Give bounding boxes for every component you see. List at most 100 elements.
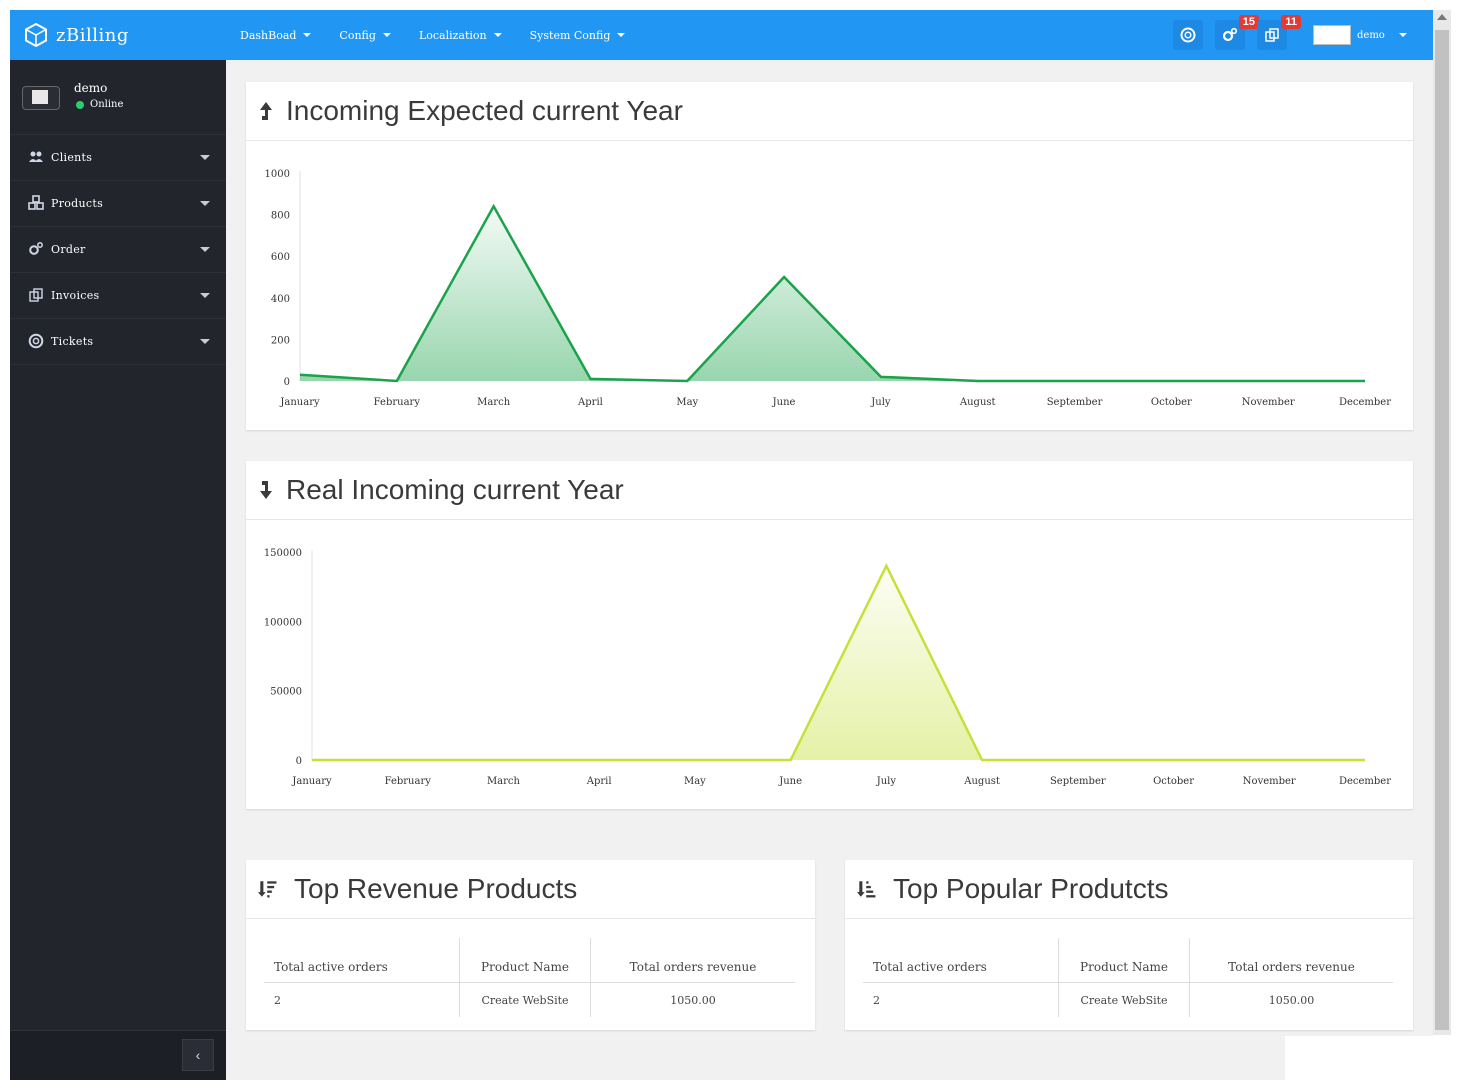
sidebar-item-order[interactable]: Order: [10, 227, 226, 273]
nav-dashboard-label: DashBoad: [240, 28, 297, 42]
table-header-row: Total active orders Product Name Total o…: [863, 938, 1393, 983]
y-tick-label: 400: [271, 294, 290, 305]
arrow-down-icon: [258, 477, 278, 503]
page-scrollbar[interactable]: [1433, 10, 1451, 1035]
revenue-table: Total active orders Product Name Total o…: [264, 938, 795, 1017]
x-tick-label: October: [1153, 776, 1194, 787]
data-point: [884, 564, 888, 568]
life-ring-icon: [1180, 27, 1196, 43]
nav-config[interactable]: Config: [339, 29, 391, 42]
sidebar-item-label: Order: [51, 243, 86, 256]
sidebar-item-invoices[interactable]: Invoices: [10, 273, 226, 319]
y-tick-label: 1000: [265, 169, 290, 180]
y-tick-label: 0: [296, 756, 302, 767]
data-point: [1172, 758, 1176, 762]
data-point: [1267, 758, 1271, 762]
popular-table: Total active orders Product Name Total o…: [863, 938, 1393, 1017]
data-point: [395, 379, 399, 383]
scroll-up-icon[interactable]: [1437, 14, 1447, 20]
nav-localization-label: Localization: [418, 28, 487, 42]
x-tick-label: August: [959, 397, 996, 408]
x-tick-label: April: [577, 397, 603, 408]
x-tick-label: January: [279, 397, 320, 408]
life-ring-icon: [28, 333, 44, 349]
data-point: [310, 758, 314, 762]
data-point: [1169, 379, 1173, 383]
x-tick-label: February: [374, 397, 421, 408]
x-tick-label: July: [876, 776, 897, 787]
sidebar: demo Online Clients Products: [10, 60, 226, 1080]
panel-header: Real Incoming current Year: [246, 461, 1413, 520]
chevron-down-icon: [200, 155, 210, 160]
data-point: [492, 204, 496, 208]
table-cell: Create WebSite: [1058, 982, 1190, 1017]
profile-name: demo: [74, 81, 108, 95]
brand[interactable]: zBilling: [24, 20, 129, 50]
series-line: [299, 203, 1365, 383]
sidebar-item-products[interactable]: Products: [10, 181, 226, 227]
column-header[interactable]: Total orders revenue: [590, 938, 795, 983]
sidebar-collapse-button[interactable]: ‹: [182, 1039, 214, 1071]
column-header[interactable]: Product Name: [1058, 938, 1190, 983]
data-point: [879, 375, 883, 379]
copy-button[interactable]: 11: [1257, 15, 1301, 50]
column-header[interactable]: Total active orders: [264, 938, 460, 983]
user-name: demo: [1357, 29, 1385, 41]
x-tick-label: October: [1151, 397, 1192, 408]
users-icon: [29, 151, 43, 162]
x-tick-label: March: [487, 776, 521, 787]
nav-localization[interactable]: Localization: [419, 29, 502, 42]
table-cell: Create WebSite: [459, 982, 591, 1017]
profile-status: Online: [76, 99, 123, 110]
column-header[interactable]: Total active orders: [863, 938, 1059, 983]
user-menu[interactable]: demo: [1313, 22, 1407, 48]
watermark-area: [1285, 1036, 1453, 1086]
cube-icon: [25, 22, 47, 48]
nav-system-config[interactable]: System Config: [530, 29, 626, 42]
sidebar-item-clients[interactable]: Clients: [10, 135, 226, 181]
panel-title: Real Incoming current Year: [286, 474, 624, 505]
data-point: [980, 758, 984, 762]
support-button[interactable]: [1173, 20, 1203, 50]
x-tick-label: September: [1050, 776, 1106, 787]
copy-icon: [29, 288, 43, 302]
chevron-down-icon: [303, 33, 312, 37]
x-tick-label: April: [586, 776, 612, 787]
data-point: [1076, 758, 1080, 762]
avatar: [22, 86, 60, 110]
column-header[interactable]: Product Name: [459, 938, 591, 983]
scrollbar-thumb[interactable]: [1435, 30, 1449, 1030]
settings-button[interactable]: 15: [1215, 15, 1259, 50]
nav-dashboard[interactable]: DashBoad: [240, 28, 312, 42]
cubes-icon: [28, 195, 44, 210]
sort-amount-asc-icon: [857, 876, 877, 902]
data-point: [976, 379, 980, 383]
chevron-down-icon: [1398, 33, 1407, 37]
x-tick-label: June: [778, 776, 802, 787]
y-tick-label: 600: [271, 252, 290, 263]
arrow-up-icon: [258, 98, 278, 124]
y-tick-label: 200: [271, 335, 290, 346]
sidebar-footer: ‹: [10, 1030, 226, 1080]
table-cell: 1050.00: [1189, 982, 1393, 1017]
chart-expected-income: 0 200 400 600 800 1000 January February March Apr…: [265, 169, 1392, 408]
x-tick-label: August: [963, 776, 1000, 787]
data-point: [782, 275, 786, 279]
table-cell: 2: [274, 993, 281, 1007]
table-row: 2 Create WebSite 1050.00: [264, 982, 795, 1017]
nav-config-label: Config: [339, 28, 376, 42]
chart-real-income: 0 50000 100000 150000 January February March Ap…: [264, 548, 1391, 787]
profile-status-label: Online: [90, 99, 124, 110]
x-tick-label: November: [1242, 397, 1295, 408]
x-tick-label: May: [676, 397, 698, 408]
data-point: [789, 758, 793, 762]
data-point: [685, 379, 689, 383]
x-tick-label: July: [870, 397, 891, 408]
settings-badge: 15: [1238, 15, 1259, 29]
panel-top-revenue: Top Revenue Products Total active orders…: [246, 860, 815, 1030]
sidebar-item-tickets[interactable]: Tickets: [10, 319, 226, 365]
x-tick-label: September: [1047, 397, 1103, 408]
panel-header: Top Popular Produtcts: [845, 860, 1413, 919]
gears-icon: [29, 242, 43, 255]
column-header[interactable]: Total orders revenue: [1189, 938, 1393, 983]
